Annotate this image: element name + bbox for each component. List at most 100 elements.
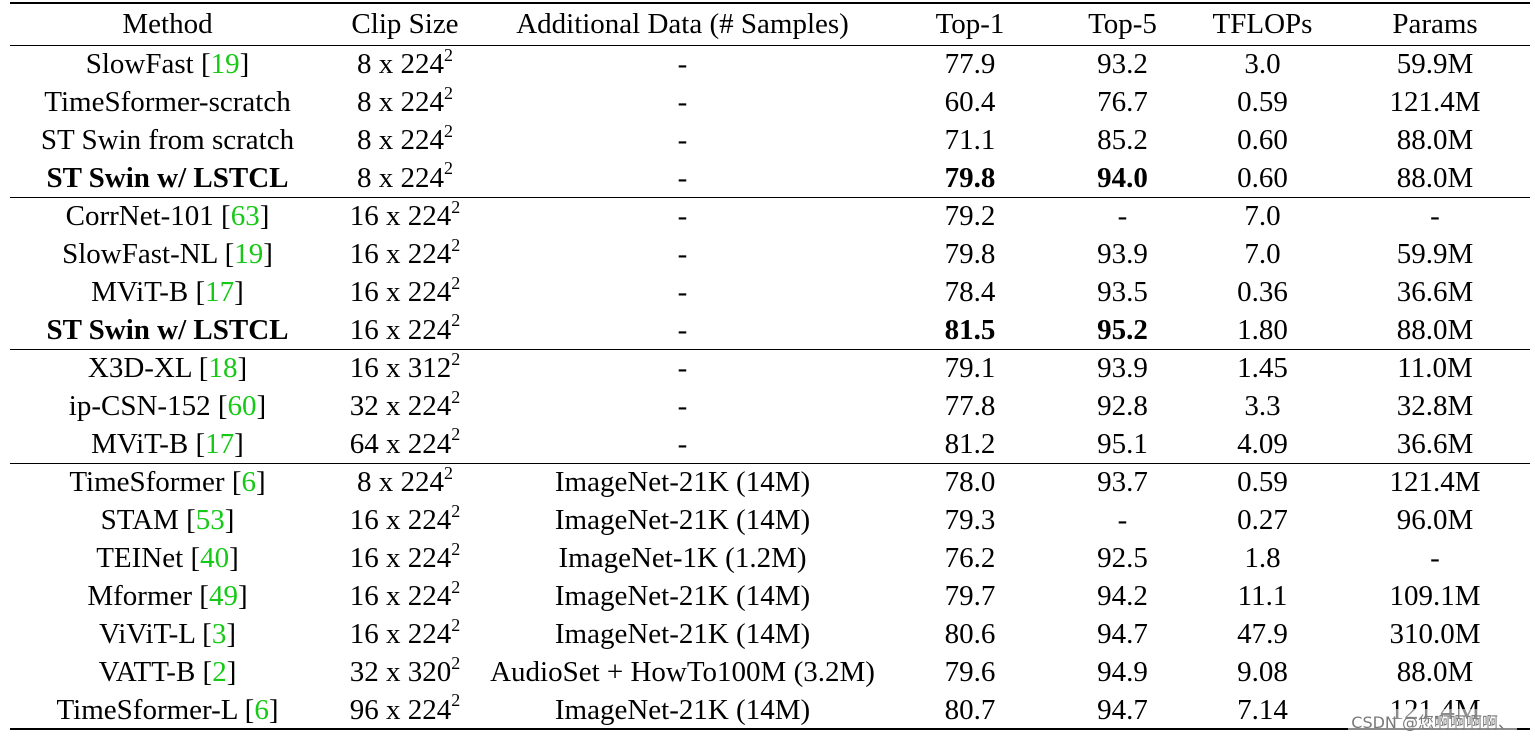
clip-size-value: 32 x 320 [349,656,452,688]
additional-data-cell: - [485,348,880,387]
citation-link[interactable]: 40 [200,542,230,574]
method-name: CorrNet-101 [65,200,214,233]
method-cell: ip-CSN-152 [60] [68,390,267,422]
tflops-cell: 3.0 [1244,48,1281,81]
citation-link[interactable]: 63 [230,200,260,233]
citation-link[interactable]: 19 [234,238,264,270]
clip-size-exponent: 2 [451,234,461,255]
citation-link[interactable]: 6 [241,466,256,499]
clip-size-cell: 8 x 2242 [325,83,485,121]
tflops-cell: 0.59 [1185,462,1340,501]
citation-link[interactable]: 17 [205,276,235,308]
params-cell: 121.4M [1389,86,1481,118]
table-row: MViT-B [17] 16 x 2242 - 78.4 93.5 0.36 36.6M [10,273,1530,311]
clip-size-value: 64 x 224 [349,427,452,460]
top5-cell: 76.7 [1097,86,1148,118]
table-row: TEINet [40] 16 x 2242 ImageNet-1K (1.2M) 76… [10,539,1530,577]
header-additional-data: Additional Data (# Samples) [516,8,849,41]
method-cell: ViViT-L [3] [99,618,236,650]
citation-link[interactable]: 6 [254,693,269,726]
clip-size-exponent: 2 [444,120,453,141]
clip-size-cell: 32 x 3202 [325,653,485,691]
clip-size-exponent: 2 [451,196,461,217]
method-cell: TimeSformer [6] [10,462,325,501]
method-name: ip-CSN-152 [68,390,211,422]
header-row: Method Clip Size Additional Data (# Samp… [10,3,1530,45]
clip-size-cell: 8 x 2242 [325,121,485,159]
top5-cell: 94.2 [1097,580,1148,612]
clip-size-value: 16 x 224 [349,542,452,574]
csdn-watermark: CSDN @您啊啊啊啊、 [1348,709,1517,733]
clip-size-cell: 8 x 2242 [325,45,485,83]
table-row: ST Swin w/ LSTCL 16 x 2242 - 81.5 95.2 1.80 88… [10,311,1530,349]
top5-cell: 94.7 [1097,618,1148,650]
top5-cell: 92.8 [1097,390,1148,422]
top5-cell: 85.2 [1097,124,1148,156]
additional-data-cell: ImageNet-21K (14M) [485,462,880,501]
clip-size-value: 32 x 224 [349,390,452,422]
top1-cell: 80.7 [880,691,1060,730]
citation-link[interactable]: 53 [195,504,225,536]
method-cell: SlowFast-NL [19] [62,238,273,270]
method-cell: ST Swin w/ LSTCL [10,159,325,197]
citation-link[interactable]: 19 [210,48,240,81]
method-name: MViT-B [91,427,189,460]
additional-data-cell: ImageNet-1K (1.2M) [558,542,807,574]
clip-size-exponent: 2 [451,386,461,407]
params-cell: 88.0M [1396,124,1474,156]
clip-size-cell: 16 x 2242 [325,615,485,653]
clip-size-exponent: 2 [451,614,461,635]
method-name: VATT-B [98,656,196,688]
clip-size-cell: 16 x 2242 [325,235,485,273]
method-cell: ST Swin from scratch [10,121,325,159]
top1-cell: 80.6 [944,618,996,650]
method-name: ST Swin w/ LSTCL [46,313,289,346]
clip-size-cell: 32 x 2242 [325,387,485,425]
additional-data-cell: - [677,276,688,308]
method-name: SlowFast [85,48,194,81]
clip-size-cell: 16 x 3122 [325,348,485,387]
header-tflops: TFLOPs [1212,8,1313,41]
additional-data-cell: - [677,124,688,156]
method-name: TimeSformer-scratch [44,86,291,118]
method-cell: Mformer [49] [87,580,248,612]
additional-data-cell: AudioSet + HowTo100M (3.2M) [490,656,875,688]
tflops-cell: 0.60 [1237,124,1288,156]
clip-size-cell: 16 x 2242 [325,501,485,539]
params-cell: - [1340,196,1530,235]
clip-size-exponent: 2 [451,652,461,673]
top1-cell: 78.0 [880,462,1060,501]
citation-link[interactable]: 60 [227,390,257,422]
tflops-cell: 0.36 [1237,276,1288,308]
table-row: VATT-B [2] 32 x 3202 AudioSet + HowTo100M … [10,653,1530,691]
method-cell: TEINet [40] [96,542,239,574]
clip-size-cell: 64 x 2242 [325,425,485,463]
clip-size-value: 96 x 224 [349,693,452,726]
top1-cell: 79.6 [944,656,996,688]
method-name: TimeSformer [69,466,225,499]
table-row: X3D-XL [18] 16 x 3122-79.1 93.9 1.45 11.0M [10,348,1530,387]
table-row: TimeSformer-scratch 8 x 2242 - 60.4 76.7 0.59… [10,83,1530,121]
method-cell: CorrNet-101 [63] [10,196,325,235]
tflops-cell: 0.27 [1237,504,1288,536]
citation-link[interactable]: 49 [208,580,238,612]
params-cell: 310.0M [1389,618,1481,650]
clip-size-value: 16 x 224 [349,580,452,612]
params-cell: 121.4M [1340,462,1530,501]
table-row: SlowFast [19] 8 x 2242 - 77.9 93.2 3.0 59.9M [10,45,1530,83]
clip-size-value: 8 x 224 [357,124,444,156]
citation-link[interactable]: 18 [208,352,238,385]
table-header: Method Clip Size Additional Data (# Samp… [10,3,1530,45]
method-cell: TimeSformer-L [6] [10,691,325,730]
top1-cell: 79.8 [944,161,996,194]
method-cell: X3D-XL [18] [10,348,325,387]
citation-link[interactable]: 3 [211,618,227,650]
clip-size-value: 16 x 224 [349,504,452,536]
params-cell: - [1430,542,1440,574]
citation-link[interactable]: 2 [212,656,227,688]
table-row: TimeSformer-L [6] 96 x 2242 ImageNet-21K (… [10,691,1530,730]
top1-cell: 79.2 [880,196,1060,235]
params-cell: 32.8M [1396,390,1474,422]
citation-link[interactable]: 17 [205,427,235,460]
additional-data-cell: - [677,390,688,422]
